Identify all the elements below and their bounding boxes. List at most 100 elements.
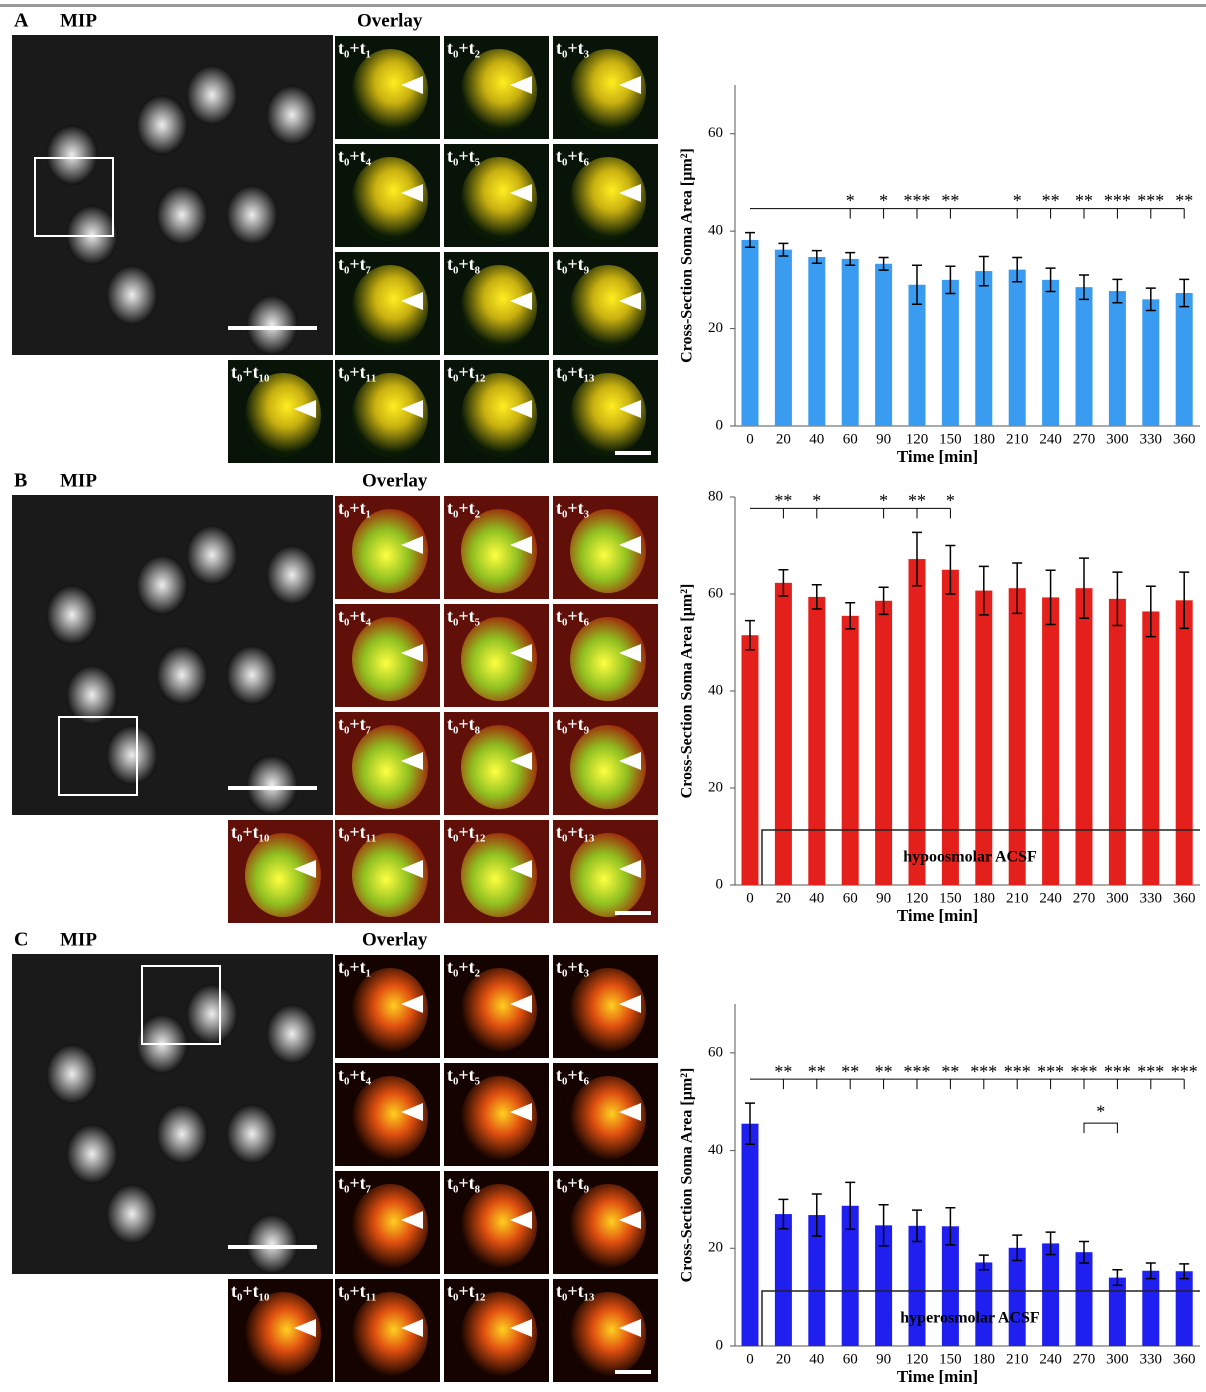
- cell-overlay: [570, 509, 646, 593]
- tile-label: t₀+t₆: [556, 1065, 590, 1085]
- error-bar: [945, 265, 956, 295]
- y-tick-label: 20: [708, 779, 723, 795]
- x-tick-label: 150: [939, 890, 962, 906]
- cell-overlay: [570, 49, 646, 133]
- arrowhead: [510, 860, 532, 878]
- cell-overlay: [461, 617, 537, 701]
- error-bar: [845, 601, 856, 630]
- bar: [1175, 293, 1193, 426]
- y-tick-label: 20: [708, 1240, 723, 1256]
- panel-label: A: [14, 10, 29, 32]
- cell-overlay: [570, 968, 646, 1052]
- x-tick-label: 20: [776, 431, 791, 447]
- significance-stars: ***: [1071, 1061, 1098, 1081]
- x-tick-label: 270: [1073, 431, 1096, 447]
- cell-overlay: [570, 265, 646, 349]
- error-bar: [878, 586, 889, 616]
- x-tick-label: 300: [1106, 890, 1129, 906]
- x-tick-label: 180: [973, 1351, 996, 1367]
- tile-label: t₀+t₄: [338, 606, 372, 626]
- cell-body: [226, 1104, 278, 1164]
- cell-body: [246, 1214, 298, 1274]
- top-rule: [0, 4, 1206, 7]
- significance-stars: ***: [970, 1061, 997, 1081]
- cell-body: [106, 725, 158, 785]
- cell-overlay: [570, 1184, 646, 1268]
- y-tick-label: 80: [708, 488, 723, 504]
- tile-label: t₀+t₁₀: [231, 822, 269, 842]
- arrowhead: [619, 184, 641, 202]
- error-bar: [945, 544, 956, 595]
- x-tick-label: 210: [1006, 890, 1029, 906]
- error-bar: [912, 264, 922, 305]
- cell-body: [266, 85, 318, 145]
- error-bar: [1045, 569, 1056, 626]
- cell-body: [136, 555, 188, 615]
- arrowhead: [510, 995, 532, 1013]
- error-bar: [1079, 557, 1089, 619]
- tile-label: t₀+t₄: [338, 146, 372, 166]
- x-tick-label: 270: [1073, 890, 1096, 906]
- x-tick-label: 20: [776, 1351, 791, 1367]
- image-title: Overlay: [362, 470, 428, 491]
- significance-stars: ***: [1104, 191, 1131, 211]
- arrowhead: [510, 644, 532, 662]
- cell-body: [66, 665, 118, 725]
- bar: [1175, 1271, 1193, 1346]
- y-tick-label: 60: [708, 585, 723, 601]
- cell-overlay: [461, 373, 537, 457]
- bar: [1008, 588, 1026, 885]
- cell-overlay: [245, 1292, 321, 1376]
- error-bar: [778, 1198, 789, 1230]
- cell-overlay: [352, 373, 428, 457]
- x-tick-label: 60: [843, 1351, 858, 1367]
- condition-line: [761, 1290, 1200, 1346]
- bar: [908, 1225, 926, 1346]
- panel-label: C: [14, 929, 28, 951]
- bar: [808, 596, 826, 885]
- arrowhead: [401, 536, 423, 554]
- cell-overlay: [352, 725, 428, 809]
- x-tick-label: 240: [1039, 431, 1062, 447]
- error-bar: [778, 242, 789, 257]
- cell-overlay: [352, 968, 428, 1052]
- tile-label: t₀+t₅: [447, 1065, 480, 1085]
- error-bar: [1179, 571, 1190, 630]
- bar: [1108, 291, 1126, 426]
- y-axis-label: Cross-Section Soma Area [µm²]: [679, 148, 696, 363]
- bar: [741, 635, 759, 885]
- bar: [975, 1262, 993, 1346]
- x-tick-label: 240: [1039, 1351, 1062, 1367]
- tile-label: t₀+t₈: [447, 714, 481, 734]
- cell-overlay: [352, 265, 428, 349]
- y-tick-label: 60: [708, 1044, 723, 1060]
- x-tick-label: 0: [746, 431, 754, 447]
- panel-label: B: [14, 470, 27, 492]
- x-tick-label: 330: [1140, 1351, 1163, 1367]
- significance-stars: *: [946, 491, 955, 511]
- significance-stars: ***: [1104, 1061, 1131, 1081]
- roi-box: [34, 157, 114, 237]
- bar: [875, 600, 893, 885]
- tile-label: t₀+t₄: [338, 1065, 372, 1085]
- significance-stars: **: [1075, 191, 1093, 211]
- x-tick-label: 0: [746, 890, 754, 906]
- image-title: MIP: [60, 470, 97, 491]
- significance-stars: **: [875, 1061, 893, 1081]
- x-tick-label: 60: [843, 890, 858, 906]
- bar: [1142, 611, 1160, 885]
- significance-stars: **: [774, 1061, 792, 1081]
- condition-label: hyperosmolar ACSF: [900, 1310, 1040, 1327]
- cell-overlay: [352, 509, 428, 593]
- arrowhead: [619, 1319, 641, 1337]
- significance-stars: **: [1042, 191, 1060, 211]
- y-axis-label: Cross-Section Soma Area [µm²]: [679, 584, 696, 799]
- arrowhead: [619, 752, 641, 770]
- cell-body: [266, 1004, 318, 1064]
- tile-label: t₀+t₁₁: [338, 362, 376, 382]
- tile-label: t₀+t₃: [556, 957, 590, 977]
- arrowhead: [401, 995, 423, 1013]
- error-bar: [1112, 571, 1123, 627]
- error-bar: [945, 1206, 956, 1246]
- arrowhead: [619, 860, 641, 878]
